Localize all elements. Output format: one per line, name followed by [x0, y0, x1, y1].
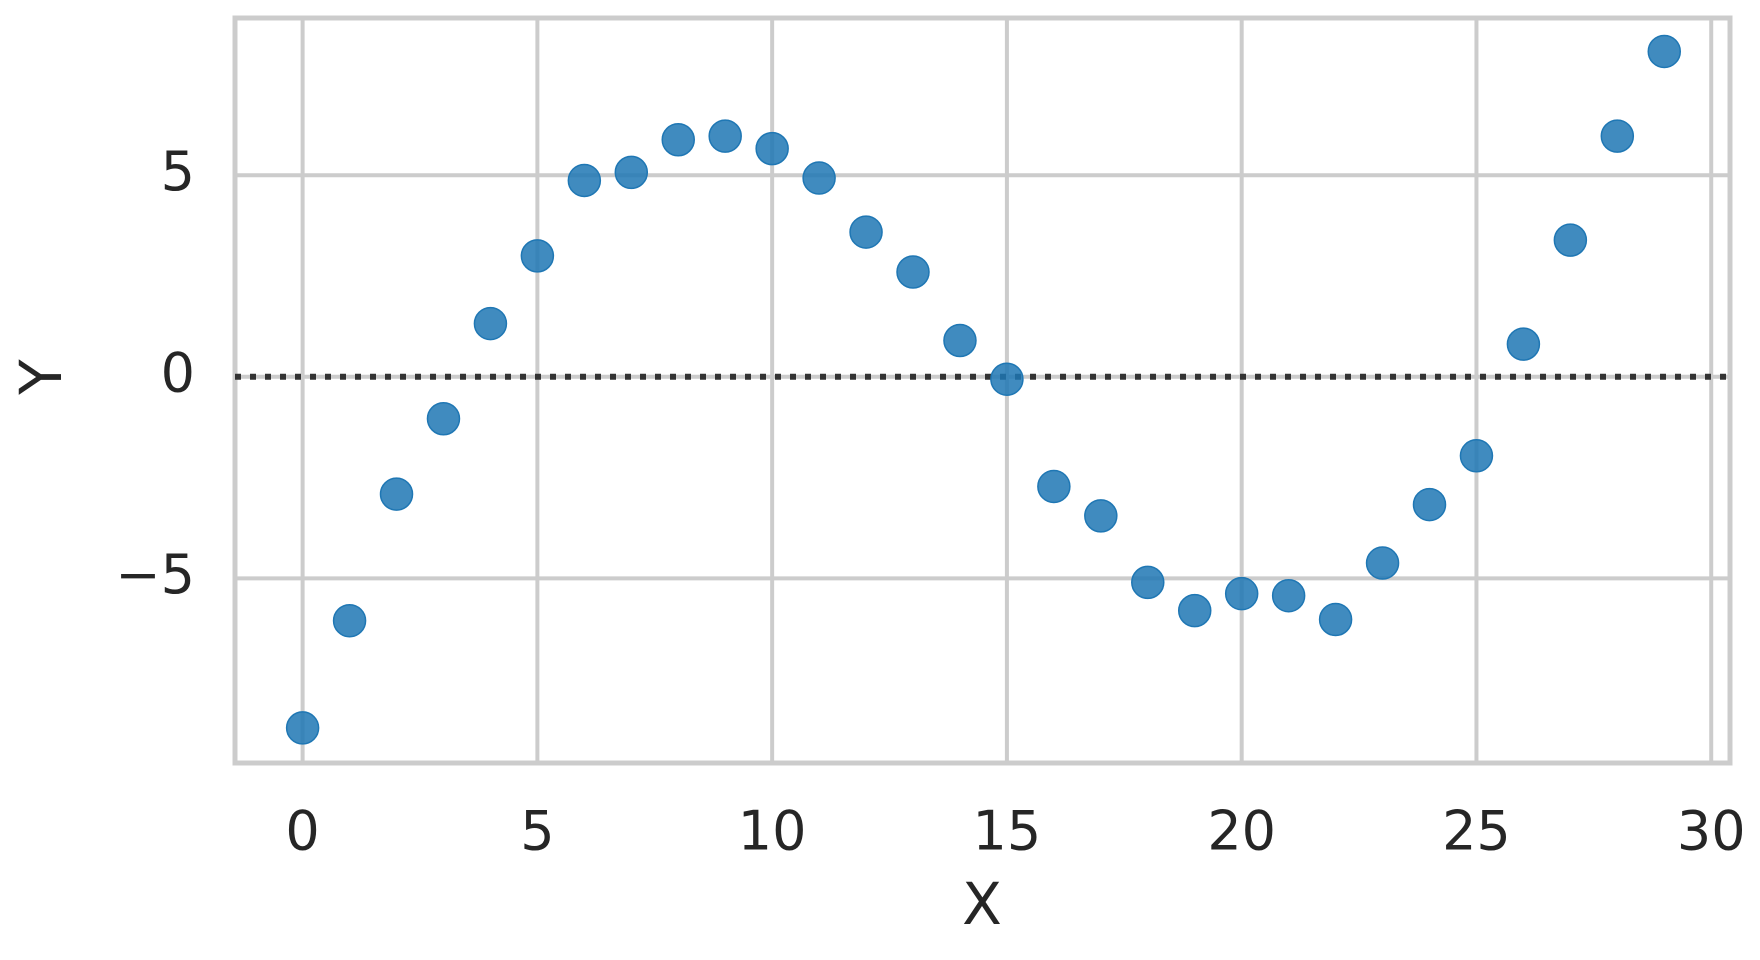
- point: [661, 122, 695, 157]
- point: [802, 161, 836, 195]
- point: [708, 119, 742, 153]
- y-tick-label: 5: [161, 140, 195, 203]
- y-axis-label: Y: [7, 359, 75, 396]
- point: [332, 603, 367, 638]
- point: [1177, 593, 1212, 628]
- point: [379, 477, 414, 511]
- x-tick-label: 10: [738, 800, 807, 863]
- x-tick-label: 25: [1442, 800, 1511, 863]
- point: [567, 163, 602, 198]
- point: [1084, 499, 1118, 533]
- point: [426, 401, 461, 436]
- point: [990, 362, 1024, 396]
- point: [520, 239, 555, 273]
- point: [473, 306, 508, 341]
- point: [943, 323, 977, 358]
- point: [1506, 327, 1541, 361]
- point: [1600, 119, 1635, 153]
- point: [1365, 546, 1400, 580]
- y-tick-label: −5: [115, 543, 195, 606]
- point: [1412, 487, 1447, 522]
- plot-frame: [232, 15, 1733, 766]
- x-tick-label: 5: [520, 800, 554, 863]
- point: [1037, 469, 1071, 504]
- x-tick-label: 0: [285, 800, 319, 863]
- point: [614, 155, 649, 190]
- point: [285, 711, 320, 745]
- x-tick-label: 20: [1207, 800, 1276, 863]
- point: [896, 255, 930, 289]
- x-tick-label: 15: [973, 800, 1042, 863]
- x-tick-label: 30: [1677, 800, 1746, 863]
- point: [1459, 439, 1494, 473]
- point: [755, 131, 789, 166]
- point: [1271, 578, 1306, 613]
- point: [1224, 576, 1259, 611]
- x-axis-label: X: [962, 870, 1002, 938]
- point: [1131, 565, 1165, 600]
- point: [849, 215, 883, 249]
- y-tick-label: 0: [161, 341, 195, 404]
- point: [1318, 602, 1353, 637]
- point: [1553, 223, 1588, 257]
- point: [1647, 34, 1682, 69]
